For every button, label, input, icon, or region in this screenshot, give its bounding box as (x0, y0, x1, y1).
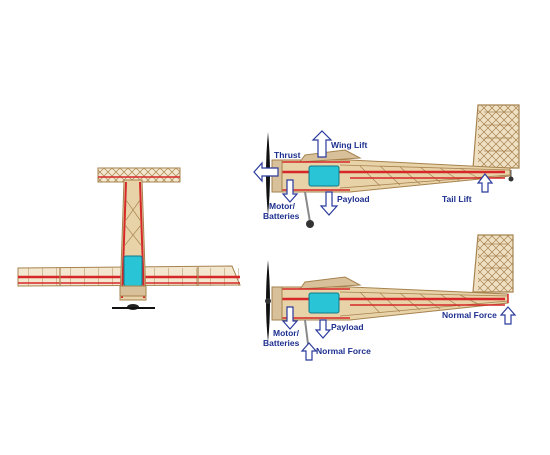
top-fuselage (119, 179, 147, 301)
fuselage-bottom (271, 276, 509, 321)
down-arrow-icon (281, 306, 299, 330)
fuselage-top (271, 149, 511, 193)
wing-lift-label: Wing Lift (331, 140, 367, 150)
landing-gear-top (304, 170, 514, 228)
motor-batteries-label-line2: Batteries (263, 338, 300, 348)
side-view-top: Thrust Wing Lift Motor/ Batteries Payloa… (253, 104, 520, 228)
vertical-tail-bottom (472, 234, 514, 293)
normal-force-tail-label: Normal Force (442, 310, 497, 320)
up-arrow-icon (499, 306, 517, 325)
top-view-plane (17, 167, 241, 310)
vertical-tail-top (472, 104, 520, 169)
normal-force-front-label: Normal Force (316, 346, 371, 356)
landing-gear-bottom (304, 294, 509, 345)
down-arrow-icon (281, 179, 299, 203)
motor-batteries-label-line1: Motor/ (269, 201, 296, 211)
up-arrow-icon (300, 342, 318, 361)
side-view-bottom: Motor/ Batteries Payload Normal Force No… (263, 234, 517, 361)
down-arrow-icon (319, 191, 339, 216)
payload-label: Payload (337, 194, 370, 204)
down-arrow-icon (314, 319, 332, 339)
up-arrow-icon (311, 130, 333, 158)
motor-batteries-label-line2: Batteries (263, 211, 300, 221)
tail-lift-label: Tail Lift (442, 194, 472, 204)
propeller-icon (112, 304, 155, 310)
motor-batteries-label-line1: Motor/ (273, 328, 300, 338)
propeller-icon (265, 260, 271, 342)
up-arrow-icon (476, 173, 494, 193)
thrust-label: Thrust (274, 150, 301, 160)
left-arrow-icon (253, 161, 279, 183)
main-wing (17, 265, 241, 287)
payload-label: Payload (331, 322, 364, 332)
